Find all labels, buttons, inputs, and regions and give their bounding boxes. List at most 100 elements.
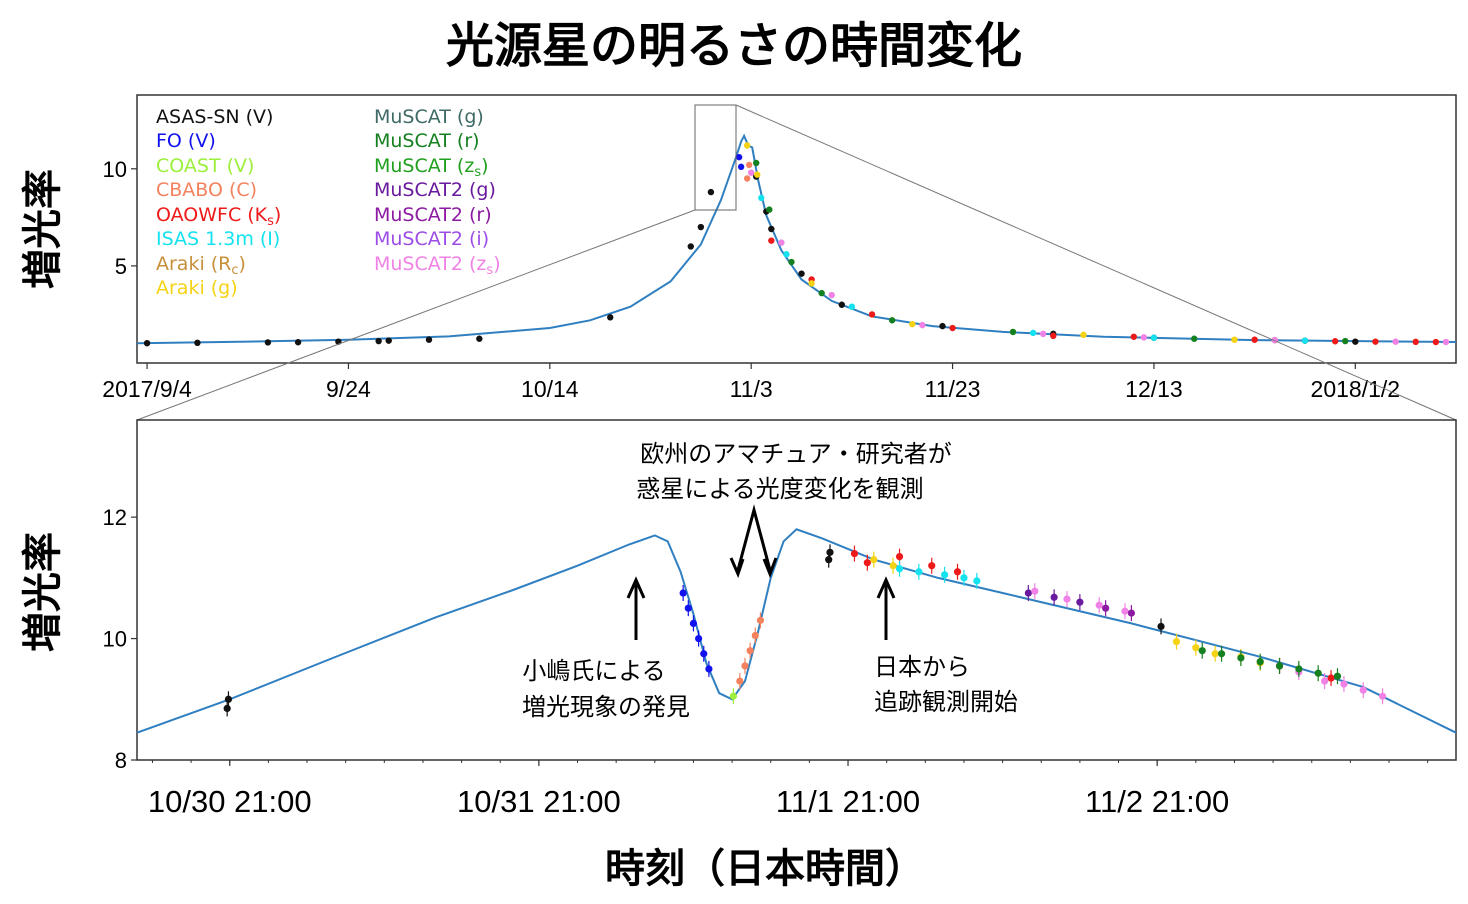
zoom-connector-right bbox=[735, 104, 1457, 421]
legend-cbabo: CBABO (C) bbox=[156, 179, 257, 201]
legend-araki-r-close: ) bbox=[239, 253, 246, 275]
data-point-muscat-r bbox=[1217, 650, 1226, 658]
data-point-isas-1-3m-i bbox=[1150, 334, 1158, 341]
top-axis-ticks: 2017/9/4 9/24 10/14 11/3 11/23 12/13 2018/1/2 5… bbox=[102, 157, 1400, 402]
data-point-asas-sn-v bbox=[264, 339, 272, 346]
data-point-asas-sn-v bbox=[425, 336, 433, 343]
data-point-muscat2-zs bbox=[919, 321, 926, 329]
data-point-asas-sn-v bbox=[143, 339, 151, 347]
legend: ASAS-SN (V) FO (V) COAST (V) CBABO (C) O… bbox=[156, 106, 501, 299]
data-point-araki-g bbox=[889, 562, 897, 570]
annotation-discovery-line2: 増光現象の発見 bbox=[522, 693, 690, 721]
data-point-cbabo-c bbox=[741, 662, 749, 670]
legend-muscat2-g: MuSCAT2 (g) bbox=[374, 179, 496, 201]
legend-muscat2-z-close: ) bbox=[493, 253, 500, 275]
data-point-isas-1-3m-i bbox=[848, 303, 856, 310]
data-point-oaowfc-ks bbox=[850, 549, 859, 558]
annotation-europe-line2: 惑星による光度変化を観測 bbox=[636, 475, 923, 503]
top-plot-frame bbox=[136, 94, 1457, 364]
figure-title: 光源星の明るさの時間変化 bbox=[446, 18, 1022, 74]
legend-isas: ISAS 1.3m (I) bbox=[156, 228, 280, 250]
x-tick-label: 11/3 bbox=[730, 376, 773, 402]
legend-oaowfc-main: OAOWFC (K bbox=[156, 204, 268, 226]
legend-oaowfc-close: ) bbox=[274, 204, 281, 226]
data-point-asas-sn-v bbox=[768, 225, 775, 233]
data-point-araki-g bbox=[743, 142, 751, 149]
bottom-data-points bbox=[223, 544, 1387, 717]
data-point-muscat2-zs bbox=[1442, 338, 1450, 346]
data-point-muscat2-zs bbox=[1031, 587, 1039, 595]
legend-muscat-z-sub: s bbox=[474, 165, 481, 180]
data-point-muscat-r bbox=[1256, 658, 1264, 666]
annotation-japan-arrow bbox=[876, 576, 896, 640]
bottom-ylabel: 増光率 bbox=[20, 532, 66, 652]
data-point-coast-v bbox=[729, 692, 737, 700]
bottom-plot-frame bbox=[136, 419, 1457, 761]
top-ylabel: 増光率 bbox=[20, 169, 66, 289]
data-point-muscat-r bbox=[818, 289, 825, 297]
data-point-oaowfc-ks bbox=[953, 568, 962, 576]
legend-oaowfc-sub: s bbox=[267, 214, 274, 229]
zoom-box bbox=[694, 104, 737, 211]
x-tick-label: 2018/1/2 bbox=[1311, 376, 1401, 402]
data-point-fo-v bbox=[679, 589, 687, 597]
data-point-muscat-r bbox=[1237, 654, 1245, 662]
legend-araki-r: Araki (Rc) bbox=[156, 253, 246, 278]
legend-muscat-z: MuSCAT (zs) bbox=[374, 155, 489, 180]
data-point-isas-1-3m-i bbox=[783, 251, 790, 258]
legend-oaowfc: OAOWFC (Ks) bbox=[156, 204, 281, 229]
data-point-araki-g bbox=[1172, 638, 1181, 646]
data-point-cbabo-c bbox=[745, 161, 753, 169]
data-point-araki-g bbox=[808, 280, 815, 287]
legend-muscat-z-main: MuSCAT (z bbox=[374, 155, 474, 177]
data-point-muscat2-zs bbox=[1378, 692, 1387, 700]
legend-muscat2-r: MuSCAT2 (r) bbox=[374, 204, 492, 226]
data-point-isas-1-3m-i bbox=[915, 568, 923, 576]
bottom-panel: 増光率 10/30 21:00 10/31 21:00 11/1 21:00 11/2… bbox=[20, 419, 1457, 892]
data-point-asas-sn-v bbox=[826, 548, 834, 556]
data-point-muscat-r bbox=[1198, 647, 1206, 655]
legend-fo: FO (V) bbox=[156, 130, 216, 152]
legend-coast: COAST (V) bbox=[156, 155, 254, 177]
bottom-axis-ticks: 10/30 21:00 10/31 21:00 11/1 21:00 11/2 21:… bbox=[103, 505, 1429, 819]
data-point-muscat2-g bbox=[1024, 589, 1032, 597]
data-point-cbabo-c bbox=[736, 677, 744, 685]
data-point-asas-sn-v bbox=[707, 188, 715, 196]
top-panel: 増光率 2017/9/4 9/24 10/14 11/3 11/23 12/13 2018/… bbox=[20, 94, 1457, 402]
data-point-asas-sn-v bbox=[939, 322, 946, 330]
annotation-japan-line2: 追跡観測開始 bbox=[874, 688, 1018, 716]
data-point-araki-g bbox=[1080, 331, 1087, 339]
data-point-muscat2-g bbox=[1076, 598, 1084, 606]
data-point-oaowfc-ks bbox=[1251, 336, 1258, 343]
data-point-muscat2-r bbox=[1102, 604, 1110, 612]
legend-araki-r-sub: c bbox=[231, 263, 238, 278]
data-point-oaowfc-ks bbox=[1331, 338, 1339, 345]
data-point-muscat-r bbox=[766, 206, 773, 213]
data-point-muscat2-g bbox=[1050, 593, 1058, 601]
data-point-asas-sn-v bbox=[194, 339, 201, 347]
x-tick-label: 9/24 bbox=[326, 376, 371, 402]
data-point-muscat-r bbox=[1342, 337, 1349, 345]
y-tick-label: 8 bbox=[115, 748, 127, 773]
data-point-oaowfc-ks bbox=[868, 311, 876, 318]
data-point-araki-g bbox=[909, 320, 916, 328]
data-point-asas-sn-v bbox=[223, 704, 231, 712]
data-point-araki-g bbox=[754, 171, 761, 178]
legend-asas-sn: ASAS-SN (V) bbox=[156, 106, 273, 128]
data-point-asas-sn-v bbox=[1352, 338, 1359, 345]
data-point-muscat-r bbox=[753, 159, 760, 167]
legend-muscat2-z: MuSCAT2 (zs) bbox=[374, 253, 501, 278]
data-point-isas-1-3m-i bbox=[941, 571, 949, 579]
data-point-muscat2-zs bbox=[747, 169, 755, 176]
data-point-fo-v bbox=[737, 163, 745, 171]
x-tick-label: 2017/9/4 bbox=[102, 376, 192, 402]
data-point-fo-v bbox=[705, 665, 713, 673]
x-tick-label: 12/13 bbox=[1125, 376, 1183, 402]
data-point-muscat-r bbox=[1009, 328, 1017, 336]
annotation-discovery-arrow bbox=[626, 576, 646, 640]
data-point-muscat2-zs bbox=[1340, 680, 1348, 688]
data-point-araki-g bbox=[1231, 336, 1238, 343]
data-point-muscat-r bbox=[1191, 335, 1198, 342]
data-point-asas-sn-v bbox=[385, 337, 392, 344]
data-point-muscat-r bbox=[888, 317, 896, 324]
